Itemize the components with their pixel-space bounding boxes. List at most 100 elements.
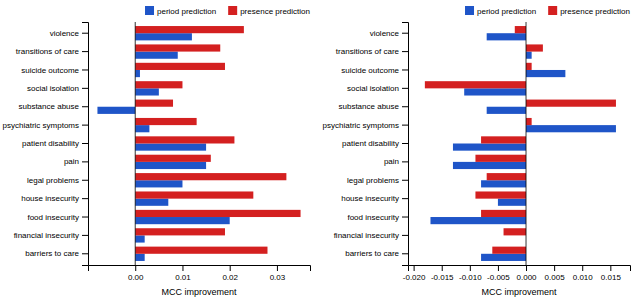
- y-tick: patient disability: [342, 139, 408, 148]
- y-tick: food insecurity: [347, 213, 408, 222]
- y-tick: social isolation: [27, 84, 88, 93]
- y-axis: barriers to care financial insecurity food…: [323, 23, 409, 266]
- legend-swatch: [465, 6, 474, 15]
- tick-label: barriers to care: [345, 249, 399, 258]
- tick-mark: [402, 253, 408, 254]
- tick-mark: [82, 253, 88, 254]
- bar: [487, 33, 526, 40]
- tick-label: patient disability: [342, 139, 399, 148]
- x-tick: 0.00: [128, 265, 144, 282]
- legend: period predictionpresence prediction: [145, 6, 310, 16]
- bar: [135, 70, 140, 77]
- bar: [425, 81, 526, 88]
- tick-label: violence: [50, 29, 80, 38]
- tick-mark: [402, 88, 408, 89]
- y-tick: financial insecurity: [14, 231, 88, 240]
- y-tick: barriers to care: [345, 249, 408, 258]
- bar: [135, 26, 244, 33]
- axis-line: [409, 266, 631, 272]
- tick-label: food insecurity: [27, 213, 79, 222]
- bar: [135, 100, 173, 107]
- tick-mark: [402, 180, 408, 181]
- bar: [135, 118, 196, 125]
- y-tick: suicide outcome: [21, 66, 88, 75]
- tick-mark: [135, 265, 136, 271]
- tick-mark: [82, 180, 88, 181]
- x-axis-label: MCC improvement: [161, 287, 237, 297]
- tick-label: transitions of care: [336, 47, 400, 56]
- tick-mark: [82, 235, 88, 236]
- tick-label: 0.02: [222, 273, 238, 282]
- bar: [135, 136, 234, 143]
- bar: [481, 136, 526, 143]
- zero-line: [526, 22, 527, 265]
- tick-mark: [82, 33, 88, 34]
- bars: [425, 22, 616, 265]
- y-tick: legal problems: [347, 176, 408, 185]
- tick-label: pain: [64, 157, 79, 166]
- tick-label: patient disability: [22, 139, 79, 148]
- y-tick: financial insecurity: [334, 231, 408, 240]
- bar: [498, 199, 526, 206]
- bar: [135, 125, 149, 132]
- y-tick: suicide outcome: [341, 66, 408, 75]
- tick-mark: [470, 265, 471, 271]
- y-tick: substance abuse: [19, 102, 89, 111]
- tick-mark: [277, 265, 278, 271]
- tick-label: legal problems: [347, 176, 399, 185]
- tick-label: food insecurity: [347, 213, 399, 222]
- tick-label: substance abuse: [19, 102, 80, 111]
- tick-mark: [582, 265, 583, 271]
- y-tick: legal problems: [27, 176, 88, 185]
- tick-mark: [402, 161, 408, 162]
- axis-line: [402, 23, 409, 266]
- tick-mark: [402, 69, 408, 70]
- tick-label: social isolation: [347, 84, 399, 93]
- y-tick: house insecurity: [341, 194, 408, 203]
- y-tick: transitions of care: [336, 47, 408, 56]
- tick-label: social isolation: [27, 84, 79, 93]
- bar: [135, 63, 225, 70]
- bar: [526, 118, 532, 125]
- axis-line: [82, 23, 89, 266]
- axis-line: [89, 266, 311, 272]
- y-tick: pain: [64, 157, 88, 166]
- legend-swatch: [548, 6, 557, 15]
- x-tick: 0.010: [573, 265, 594, 282]
- tick-mark: [82, 88, 88, 89]
- tick-mark: [402, 235, 408, 236]
- tick-label: -0.020: [403, 273, 426, 282]
- y-tick: violence: [370, 29, 408, 38]
- bar: [135, 247, 267, 254]
- tick-label: suicide outcome: [21, 66, 79, 75]
- tick-label: -0.015: [431, 273, 454, 282]
- bar: [487, 173, 526, 180]
- x-tick: 0.005: [545, 265, 566, 282]
- tick-mark: [82, 143, 88, 144]
- tick-label: house insecurity: [21, 194, 79, 203]
- bar: [526, 44, 543, 51]
- bar: [430, 217, 526, 224]
- y-tick: pain: [384, 157, 408, 166]
- tick-mark: [442, 265, 443, 271]
- x-tick: 0.000: [517, 265, 538, 282]
- legend-item: period prediction: [465, 6, 536, 16]
- bar: [135, 228, 225, 235]
- tick-label: 0.000: [517, 273, 538, 282]
- y-tick: barriers to care: [25, 249, 88, 258]
- bar: [135, 199, 168, 206]
- tick-mark: [82, 125, 88, 126]
- tick-mark: [402, 33, 408, 34]
- bar: [135, 81, 182, 88]
- bar: [135, 173, 286, 180]
- bar: [135, 44, 220, 51]
- bar: [135, 254, 144, 261]
- tick-label: violence: [370, 29, 400, 38]
- legend-item: presence prediction: [548, 6, 630, 16]
- bar: [481, 210, 526, 217]
- panel: -0.020-0.015-0.010-0.0050.0000.0050.0100…: [323, 6, 631, 297]
- bar: [526, 52, 532, 59]
- bar: [135, 162, 206, 169]
- legend-label: period prediction: [157, 7, 216, 16]
- x-tick: -0.005: [487, 265, 510, 282]
